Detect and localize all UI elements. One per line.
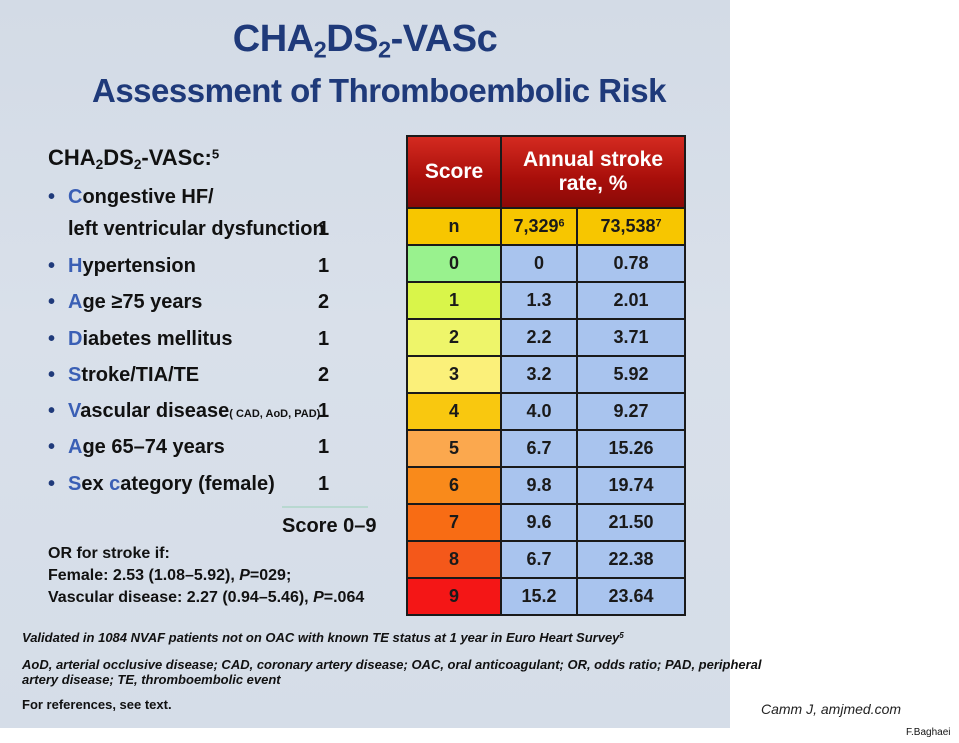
criterion-points: 2: [318, 364, 330, 386]
criterion-points: 1: [318, 473, 330, 495]
rate-cell-b: 15.26: [576, 429, 686, 468]
rate-cell-a: 0: [500, 244, 578, 283]
n-col2: 73,5387: [576, 207, 686, 246]
score-cell: 8: [406, 540, 502, 579]
score-cell: 0: [406, 244, 502, 283]
n-col1: 7,3296: [500, 207, 578, 246]
odds-ratio-block: OR for stroke if: Female: 2.53 (1.08–5.9…: [48, 543, 364, 609]
n-label: n: [406, 207, 502, 246]
rate-cell-a: 6.7: [500, 540, 578, 579]
slide-title: CHA2DS2-VASc: [232, 18, 498, 63]
rate-cell-a: 6.7: [500, 429, 578, 468]
rate-cell-a: 3.2: [500, 355, 578, 394]
rate-cell-b: 22.38: [576, 540, 686, 579]
table-row: 0 0 0.78: [406, 244, 686, 283]
score-cell: 4: [406, 392, 502, 431]
slide-subtitle: Assessment of Thromboembolic Risk: [92, 72, 666, 109]
stroke-risk-table: Score Annual stroke rate, % n 7,3296 73,5…: [406, 135, 686, 616]
header-annual-stroke-rate: Annual stroke rate, %: [500, 135, 686, 209]
criterion-points: 1: [318, 255, 330, 277]
rate-cell-b: 21.50: [576, 503, 686, 542]
score-cell: 6: [406, 466, 502, 505]
rate-cell-b: 19.74: [576, 466, 686, 505]
score-cell: 1: [406, 281, 502, 320]
criterion-points: 1: [318, 218, 330, 240]
table-row: 1 1.3 2.01: [406, 281, 686, 320]
score-divider: [282, 506, 368, 508]
score-cell: 3: [406, 355, 502, 394]
table-row: 6 9.8 19.74: [406, 466, 686, 505]
author-name: F.Baghaei: [906, 727, 951, 738]
score-cell: 7: [406, 503, 502, 542]
criterion-points: 1: [318, 436, 330, 458]
rate-cell-b: 23.64: [576, 577, 686, 616]
score-range: Score 0–9: [282, 515, 377, 537]
source-credit: Camm J, amjmed.com: [761, 701, 902, 717]
criterion-hypertension: • Hypertension 1: [48, 255, 330, 277]
or-female: Female: 2.53 (1.08–5.92), P=029;: [48, 567, 292, 584]
header-score: Score: [406, 135, 502, 209]
rate-cell-a: 9.6: [500, 503, 578, 542]
rate-cell-b: 9.27: [576, 392, 686, 431]
criterion-points: 1: [318, 400, 330, 422]
footnote-references: For references, see text.: [22, 697, 172, 712]
table-row: 7 9.6 21.50: [406, 503, 686, 542]
score-cell: 2: [406, 318, 502, 357]
table-row: 3 3.2 5.92: [406, 355, 686, 394]
table-row: 2 2.2 3.71: [406, 318, 686, 357]
table-row: 5 6.7 15.26: [406, 429, 686, 468]
criterion-congestive-hf: • Congestive HF/: [48, 186, 214, 208]
criterion-age-65-74: • Age 65–74 years 1: [48, 436, 330, 458]
rate-cell-a: 1.3: [500, 281, 578, 320]
criterion-points: 2: [318, 291, 330, 313]
table-row: 9 15.2 23.64: [406, 577, 686, 616]
criteria-heading: CHA2DS2-VASc:5: [48, 145, 220, 172]
criterion-vascular: • Vascular disease( CAD, AoD, PAD) 1: [48, 400, 330, 422]
rate-cell-b: 2.01: [576, 281, 686, 320]
rate-cell-a: 15.2: [500, 577, 578, 616]
score-cell: 9: [406, 577, 502, 616]
criterion-congestive-hf-line2: left ventricular dysfunction 1: [68, 218, 330, 240]
score-cell: 5: [406, 429, 502, 468]
criterion-sex-category: • Sex category (female) 1: [48, 473, 330, 495]
or-heading: OR for stroke if:: [48, 545, 170, 562]
rate-cell-a: 2.2: [500, 318, 578, 357]
criterion-stroke: • Stroke/TIA/TE 2: [48, 364, 330, 386]
slide-panel: CHA2DS2-VASc Assessment of Thromboemboli…: [0, 0, 762, 728]
rate-cell-a: 9.8: [500, 466, 578, 505]
table-row: 8 6.7 22.38: [406, 540, 686, 579]
criterion-age-75: • Age ≥75 years 2: [48, 291, 330, 313]
rate-cell-a: 4.0: [500, 392, 578, 431]
rate-cell-b: 3.71: [576, 318, 686, 357]
footnote-validated: Validated in 1084 NVAF patients not on O…: [22, 630, 624, 645]
rate-cell-b: 0.78: [576, 244, 686, 283]
table-row: 4 4.0 9.27: [406, 392, 686, 431]
criterion-diabetes: • Diabetes mellitus 1: [48, 328, 330, 350]
footnote-abbrev-1: AoD, arterial occlusive disease; CAD, co…: [22, 657, 762, 672]
criterion-points: 1: [318, 328, 330, 350]
rate-cell-b: 5.92: [576, 355, 686, 394]
footnote-abbrev-2: artery disease; TE, thromboembolic event: [22, 672, 281, 687]
or-vascular: Vascular disease: 2.27 (0.94–5.46), P=.0…: [48, 589, 365, 606]
